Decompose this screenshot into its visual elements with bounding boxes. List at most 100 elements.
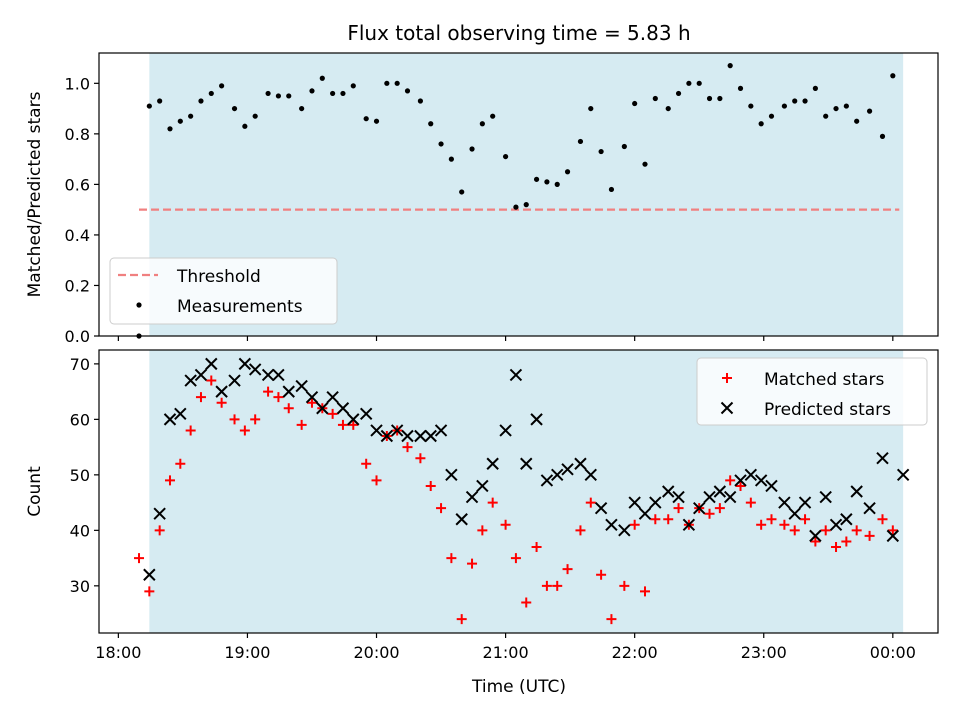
matched-point (273, 392, 284, 403)
measurement-point (686, 80, 692, 86)
measurement-point (533, 176, 540, 182)
predicted-point (540, 474, 554, 487)
matched-point (810, 536, 821, 547)
y-tick-label: 40 (70, 521, 90, 540)
matched-point (477, 525, 488, 536)
predicted-point (896, 468, 910, 482)
predicted-point (649, 496, 662, 509)
predicted-point (248, 363, 262, 376)
matched-point (263, 386, 274, 397)
predicted-point (574, 457, 587, 470)
predicted-point (184, 374, 197, 387)
predicted-point (798, 496, 812, 509)
predicted-point (886, 529, 900, 543)
legend-predicted-label: Predicted stars (764, 400, 891, 420)
matched-point (425, 480, 436, 491)
matched-point (756, 519, 767, 530)
measurement-point (608, 186, 615, 193)
y-tick-label: 70 (70, 355, 90, 374)
legend-box (696, 357, 928, 426)
predicted-point (829, 518, 843, 532)
predicted-point (390, 424, 404, 437)
matched-point (851, 525, 862, 536)
measurement-point (554, 181, 560, 187)
predicted-point (605, 518, 618, 532)
measurement-point (792, 98, 798, 104)
series-measurements (136, 63, 896, 339)
predicted-point (434, 424, 448, 437)
legend-measurements-swatch (136, 302, 142, 308)
matched-point (134, 553, 145, 564)
measurement-point (428, 121, 434, 127)
matched-point (206, 375, 217, 386)
matched-point (704, 508, 715, 519)
legend-threshold-label: Threshold (176, 267, 261, 287)
matched-point (877, 514, 888, 525)
matched-point (415, 453, 426, 464)
measurement-point (748, 103, 754, 109)
predicted-point (530, 413, 543, 426)
legend-measurements-label: Measurements (177, 297, 303, 317)
measurement-point (588, 105, 594, 112)
measurement-point (706, 95, 713, 102)
predicted-point (561, 463, 574, 476)
matched-point (714, 503, 725, 514)
y-tick-label: 0.8 (65, 125, 90, 144)
matched-point (371, 475, 382, 486)
matched-point (864, 530, 875, 541)
series-predicted-stars (143, 357, 910, 581)
matched-point (779, 519, 790, 530)
matched-point (195, 392, 206, 403)
x-tick-label: 21:00 (483, 643, 529, 662)
matched-point (229, 414, 240, 425)
measurement-point (675, 90, 682, 97)
measurement-point (823, 113, 829, 119)
matched-point (500, 519, 511, 530)
predicted-point (205, 357, 218, 371)
matched-point (735, 480, 746, 491)
predicted-point (509, 368, 523, 382)
matched-point (766, 514, 777, 525)
matched-point (306, 397, 317, 408)
measurement-point (384, 80, 390, 86)
predicted-point (734, 474, 747, 487)
matched-point (175, 458, 186, 469)
predicted-point (520, 457, 533, 470)
predicted-point (486, 457, 499, 470)
measurement-point (350, 83, 356, 89)
matched-point (629, 519, 640, 530)
measurement-point (275, 93, 282, 99)
matched-point (673, 503, 684, 514)
predicted-point (744, 468, 758, 482)
measurement-point (621, 143, 627, 150)
predicted-point (819, 490, 832, 504)
predicted-point (316, 402, 329, 415)
series-matched-stars (134, 375, 898, 625)
measurement-point (513, 204, 519, 210)
predicted-point (876, 451, 889, 465)
measurement-point (544, 179, 550, 185)
predicted-point (713, 485, 727, 498)
matched-point (521, 597, 532, 608)
measurement-point (157, 98, 163, 104)
ratio-legend: Threshold Measurements (109, 257, 338, 325)
measurement-point (448, 156, 454, 162)
x-tick-label: 22:00 (612, 643, 658, 662)
matched-point (327, 408, 338, 419)
matched-point (789, 525, 800, 536)
matched-point (619, 580, 630, 591)
measurement-point (363, 116, 369, 122)
predicted-point (850, 485, 863, 498)
y-tick-label: 30 (70, 577, 90, 596)
measurement-point (642, 161, 648, 167)
matched-point (725, 475, 736, 486)
measurement-point (208, 90, 214, 97)
measurement-point (265, 90, 271, 97)
matched-point (348, 419, 359, 430)
matched-point (650, 514, 661, 525)
measurement-point (188, 113, 194, 119)
measurement-point (768, 113, 775, 119)
matched-point (575, 525, 586, 536)
measurement-point (652, 95, 658, 102)
measurement-point (577, 138, 584, 145)
